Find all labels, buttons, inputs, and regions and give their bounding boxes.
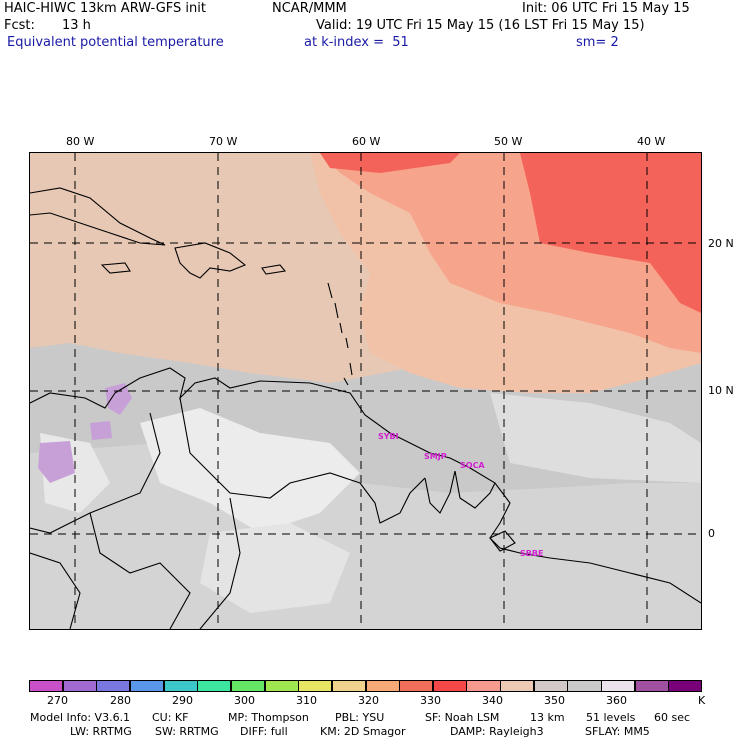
init-time: Init: 06 UTC Fri 15 May 15 <box>522 1 690 16</box>
colorbar-swatch <box>533 680 568 692</box>
colorbar-label-320: 320 <box>358 694 379 707</box>
smoothing-info: sm= 2 <box>576 35 619 50</box>
footer-mp: MP: Thompson <box>228 711 309 724</box>
station-smjp: SMJP <box>424 452 447 461</box>
lon-label-70w: 70 W <box>209 135 238 148</box>
colorbar-swatch <box>399 680 434 692</box>
lat-label-0: 0 <box>708 527 715 540</box>
colorbar-label-360: 360 <box>606 694 627 707</box>
white-patch-1 <box>140 408 360 533</box>
theta-e-map <box>30 153 701 629</box>
colorbar-swatch <box>197 680 232 692</box>
lat-label-20n: 20 N <box>708 237 734 250</box>
footer-timestep: 60 sec <box>654 711 691 724</box>
colorbar-swatch <box>163 680 198 692</box>
red-region-ne <box>320 153 701 313</box>
footer-km: KM: 2D Smagor <box>320 725 406 738</box>
colorbar-swatch <box>298 680 333 692</box>
colorbar-swatch <box>230 680 266 692</box>
coastlines <box>30 187 701 629</box>
model-title: HAIC-HIWC 13km ARW-GFS init <box>4 1 206 16</box>
station-sbbe: SBBE <box>520 549 544 558</box>
colorbar-swatch <box>567 680 602 692</box>
colorbar-swatch <box>432 680 467 692</box>
lon-label-40w: 40 W <box>637 135 666 148</box>
colorbar-swatch <box>668 680 703 692</box>
colorbar-swatch <box>96 680 131 692</box>
lon-label-50w: 50 W <box>494 135 523 148</box>
colorbar-swatch <box>365 680 400 692</box>
purple-patch-2 <box>38 441 75 483</box>
lat-label-10n: 10 N <box>708 384 734 397</box>
colorbar-swatch <box>466 680 501 692</box>
colorbar-unit: K <box>698 694 706 707</box>
footer-diff: DIFF: full <box>240 725 288 738</box>
footer-sw: SW: RRTMG <box>155 725 219 738</box>
station-soca: SOCA <box>460 461 485 470</box>
map-panel: SYBI SMJP SOCA SBBE <box>29 152 702 630</box>
field-name: Equivalent potential temperature <box>7 35 224 50</box>
footer-lw: LW: RRTMG <box>70 725 132 738</box>
purple-patch-3 <box>90 421 112 440</box>
colorbar-swatch <box>500 680 535 692</box>
footer-sflay: SFLAY: MM5 <box>585 725 650 738</box>
forecast-hours: 13 h <box>62 18 91 33</box>
white-patch-2 <box>200 523 350 613</box>
colorbar-label-280: 280 <box>110 694 131 707</box>
level-info: at k-index = 51 <box>304 35 409 50</box>
lon-label-60w: 60 W <box>352 135 381 148</box>
footer-levels: 51 levels <box>586 711 636 724</box>
colorbar-swatch <box>62 680 97 692</box>
colorbar-label-340: 340 <box>482 694 503 707</box>
colorbar-label-330: 330 <box>420 694 441 707</box>
footer-model-info: Model Info: V3.6.1 <box>30 711 131 724</box>
colorbar-label-290: 290 <box>172 694 193 707</box>
grid-lines <box>30 153 701 629</box>
footer-cu: CU: KF <box>152 711 189 724</box>
purple-patch-1 <box>105 383 132 415</box>
forecast-label: Fcst: <box>4 18 35 33</box>
colorbar-swatch <box>634 680 669 692</box>
footer-resolution: 13 km <box>530 711 565 724</box>
footer-pbl: PBL: YSU <box>335 711 385 724</box>
colorbar-label-350: 350 <box>544 694 565 707</box>
station-sybi: SYBI <box>378 432 399 441</box>
org-label: NCAR/MMM <box>272 1 347 16</box>
colorbar-swatch <box>129 680 165 692</box>
valid-time: Valid: 19 UTC Fri 15 May 15 (16 LST Fri … <box>316 18 645 33</box>
colorbar-label-310: 310 <box>296 694 317 707</box>
colorbar-swatch <box>264 680 299 692</box>
colorbar-swatch <box>331 680 366 692</box>
colorbar-label-300: 300 <box>234 694 255 707</box>
footer-damp: DAMP: Rayleigh3 <box>450 725 544 738</box>
red-strip-north <box>320 153 460 173</box>
lon-label-80w: 80 W <box>66 135 95 148</box>
colorbar-label-270: 270 <box>47 694 68 707</box>
colorbar-swatch <box>29 680 64 692</box>
footer-sf: SF: Noah LSM <box>425 711 500 724</box>
colorbar-swatch <box>601 680 636 692</box>
white-patch-4 <box>490 393 701 483</box>
